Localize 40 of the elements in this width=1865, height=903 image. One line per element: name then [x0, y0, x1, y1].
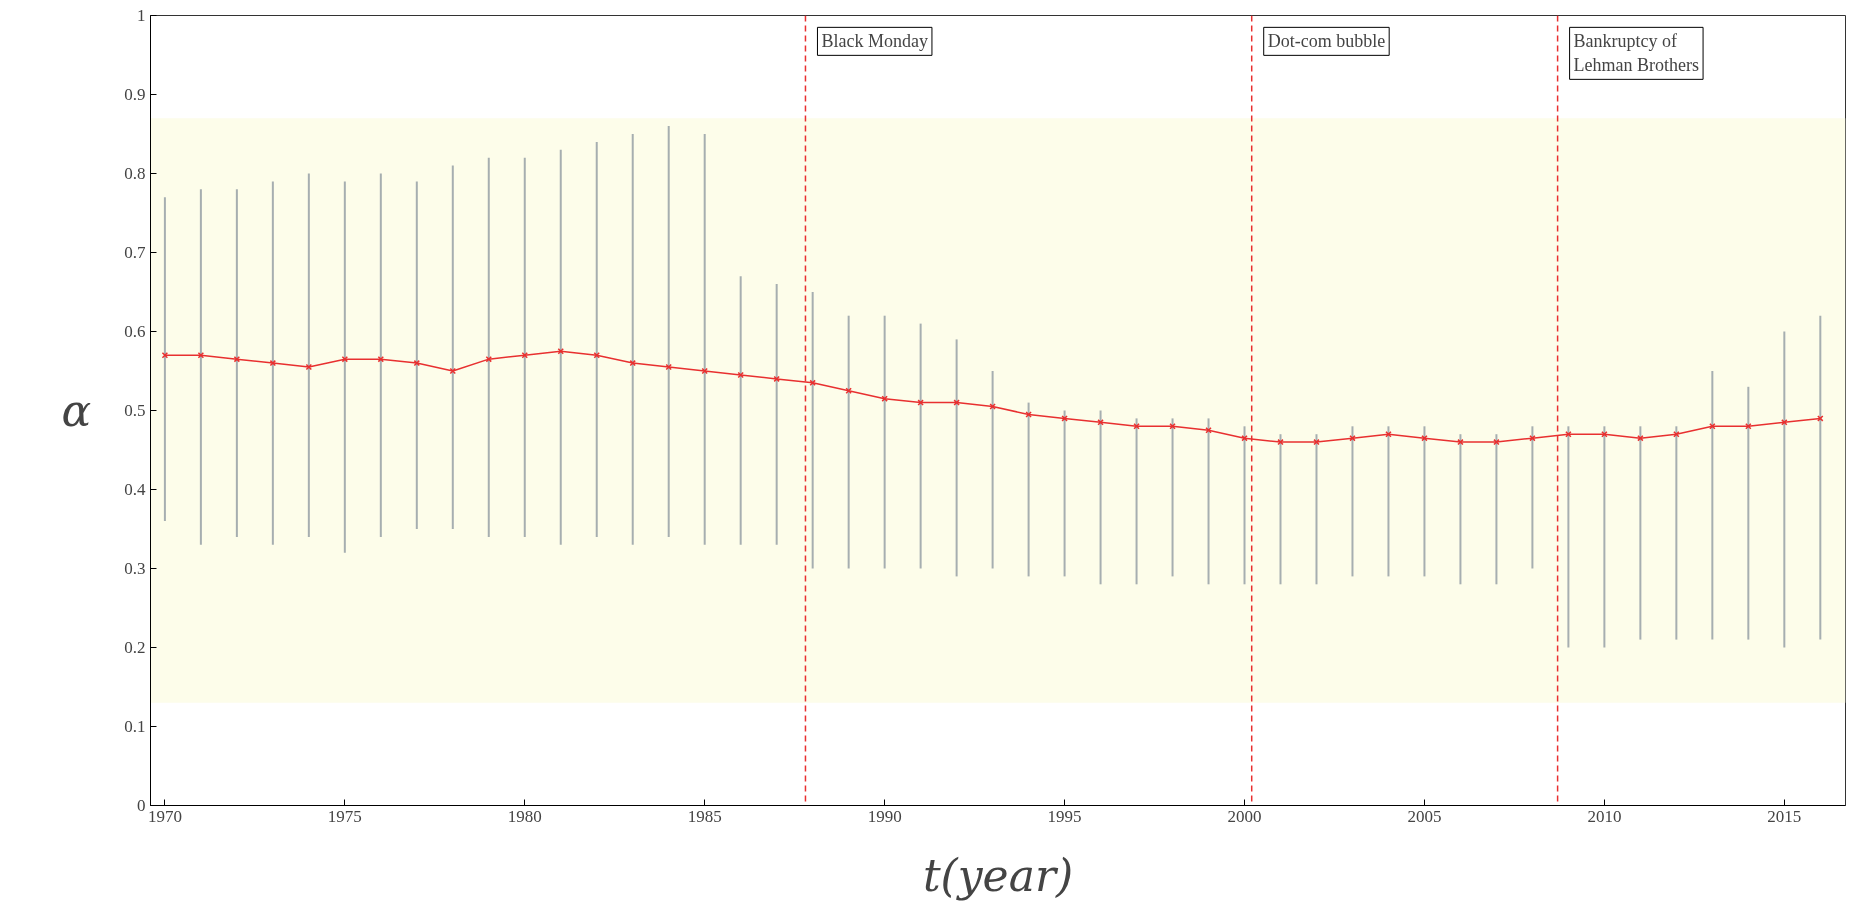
y-tick-label: 0.2 [124, 638, 146, 657]
point [233, 355, 241, 363]
point [1025, 411, 1032, 418]
point [341, 355, 349, 363]
x-tick-label: 1995 [1047, 806, 1082, 826]
point [1709, 423, 1716, 430]
y-tick-label: 1 [137, 6, 146, 25]
x-tick-label: 1970 [147, 806, 182, 826]
point [989, 403, 996, 410]
y-tick-label: 0.5 [124, 401, 146, 420]
y-tick-label: 0.9 [124, 85, 146, 104]
y-tick-label: 0.3 [124, 559, 146, 578]
y-tick-label: 0.4 [124, 480, 146, 499]
x-tick-label: 1980 [507, 806, 542, 826]
x-tick-label: 2015 [1767, 806, 1802, 826]
ref-line-label: Bankruptcy of Lehman Brothers [1573, 31, 1700, 76]
point [1781, 419, 1788, 426]
point [521, 351, 528, 359]
x-tick-label: 1990 [867, 806, 902, 826]
point [1061, 415, 1068, 422]
x-tick-label: 1985 [687, 806, 722, 826]
y-tick-label: 0.7 [124, 243, 146, 262]
x-axis-title: t(year) [922, 849, 1074, 901]
y-axis-title: α [61, 385, 92, 436]
ref-line-label: Dot-com bubble [1267, 31, 1386, 52]
point [881, 395, 888, 402]
x-tick-label: 2000 [1227, 806, 1262, 826]
point [557, 348, 564, 355]
ref-line-label: Black Monday [821, 31, 928, 52]
point [269, 359, 277, 367]
y-tick-label: 0 [137, 796, 146, 815]
point [953, 399, 960, 406]
point [917, 399, 924, 406]
point [1745, 423, 1752, 430]
y-tick-label: 0.6 [124, 322, 146, 341]
y-tick-label: 0.8 [124, 164, 146, 183]
x-tick-label: 1975 [327, 806, 362, 826]
y-tick-label: 0.1 [124, 717, 146, 736]
x-tick-label: 2010 [1587, 806, 1622, 826]
x-tick-label: 2005 [1407, 806, 1442, 826]
